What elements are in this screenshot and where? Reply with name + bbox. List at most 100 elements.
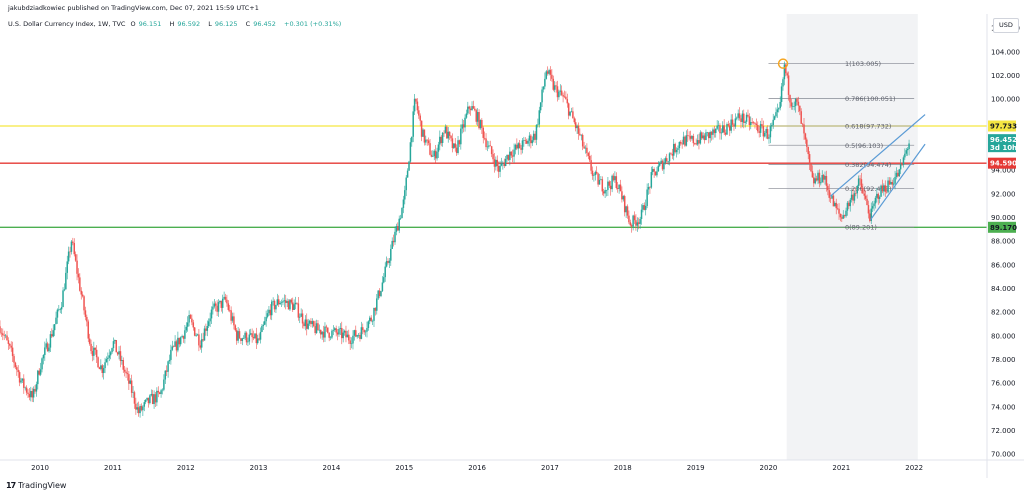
candle-body bbox=[443, 132, 445, 134]
candle-body bbox=[787, 75, 790, 95]
channel-lower-line[interactable] bbox=[869, 143, 926, 221]
price-tick-label: 86.000 bbox=[991, 261, 1016, 269]
candle-body bbox=[887, 180, 889, 193]
fib-level-label: 0(89.201) bbox=[845, 223, 877, 231]
candle-body bbox=[178, 337, 181, 345]
candle-body bbox=[430, 154, 433, 157]
price-tick-label: 94.000 bbox=[991, 167, 1016, 175]
candle-body bbox=[133, 392, 136, 404]
candle-body bbox=[48, 347, 50, 352]
symbol-legend[interactable]: U.S. Dollar Currency Index, 1W, TVC O 96.… bbox=[8, 20, 344, 28]
candle-body bbox=[56, 309, 59, 318]
candle-body bbox=[803, 124, 805, 134]
candle-body bbox=[829, 197, 832, 199]
candle-body bbox=[437, 144, 440, 152]
candle-body bbox=[799, 105, 801, 112]
symbol-name[interactable]: U.S. Dollar Currency Index, 1W, TVC bbox=[8, 20, 126, 28]
time-axis[interactable]: 2010 2011 2012 2013 2014 2015 2016 2017 2018 2019… bbox=[31, 464, 923, 472]
candle-body bbox=[671, 153, 674, 156]
candle-body bbox=[672, 143, 675, 156]
candle-body bbox=[460, 128, 462, 145]
candle-body bbox=[440, 136, 442, 144]
candle-body bbox=[426, 139, 428, 141]
candle-body bbox=[783, 64, 786, 80]
candle-body bbox=[436, 151, 438, 159]
price-axis[interactable]: 70.000 72.000 74.000 76.000 78.000 80.000 82.0… bbox=[991, 25, 1020, 459]
candle-body bbox=[531, 140, 534, 144]
candle-body bbox=[213, 303, 216, 307]
candle-body bbox=[356, 335, 358, 337]
highlight-region bbox=[786, 14, 918, 460]
candle-body bbox=[255, 333, 258, 344]
candle-body bbox=[191, 318, 193, 323]
candle-body bbox=[25, 387, 28, 393]
candle-body bbox=[332, 330, 335, 331]
candle-body bbox=[722, 125, 724, 133]
candle-body bbox=[223, 296, 225, 299]
candle-body bbox=[209, 318, 211, 322]
candle-body bbox=[335, 328, 337, 333]
candle-body bbox=[252, 336, 255, 339]
channel-lines[interactable] bbox=[829, 114, 926, 221]
candle-body bbox=[738, 113, 741, 119]
candle-body bbox=[224, 296, 227, 300]
candle-body bbox=[688, 135, 690, 137]
candle-body bbox=[219, 300, 221, 303]
candle-body bbox=[297, 303, 300, 318]
candle-body bbox=[367, 321, 370, 328]
candle-body bbox=[447, 131, 449, 139]
candle-body bbox=[894, 177, 896, 184]
candle-body bbox=[733, 124, 735, 127]
candle-body bbox=[360, 327, 363, 339]
candle-body bbox=[852, 194, 854, 201]
candle-body bbox=[817, 172, 819, 181]
candle-body bbox=[640, 209, 643, 219]
candle-body bbox=[657, 165, 660, 172]
candle-body bbox=[527, 140, 529, 144]
candle-body bbox=[359, 335, 361, 339]
footer-brand[interactable]: 17 TradingView bbox=[6, 481, 66, 490]
candle-body bbox=[126, 373, 129, 375]
candle-body bbox=[391, 240, 393, 249]
candle-body bbox=[715, 128, 717, 134]
currency-button[interactable]: USD bbox=[993, 18, 1019, 33]
candle-body bbox=[72, 241, 74, 243]
candle-body bbox=[4, 335, 7, 337]
top-marker[interactable] bbox=[777, 58, 789, 69]
candle-body bbox=[591, 170, 594, 176]
price-tick-label: 76.000 bbox=[991, 380, 1016, 388]
candle-body bbox=[387, 261, 389, 263]
candle-body bbox=[649, 187, 651, 188]
fibonacci-retracement[interactable]: 1(103.005) 0.786(100.051) 0.618(97.732) 0.5… bbox=[768, 60, 915, 231]
candle-body bbox=[518, 143, 521, 149]
candle-body bbox=[794, 98, 797, 107]
fib-level-label: 0.382(94.474) bbox=[845, 161, 891, 169]
candle-body bbox=[327, 327, 329, 333]
candle-body bbox=[175, 341, 178, 351]
channel-upper-line[interactable] bbox=[829, 114, 926, 197]
candle-body bbox=[325, 326, 328, 328]
price-tick-label: 104.000 bbox=[991, 48, 1020, 56]
candle-body bbox=[684, 136, 686, 146]
candle-body bbox=[588, 155, 591, 161]
candle-body bbox=[31, 390, 33, 398]
candle-body bbox=[626, 206, 629, 216]
candle-body bbox=[703, 135, 706, 141]
candle-body bbox=[258, 338, 260, 340]
candle-body bbox=[291, 302, 294, 310]
candle-body bbox=[785, 64, 787, 74]
candle-body bbox=[216, 305, 218, 312]
candle-body bbox=[108, 355, 111, 358]
candle-body bbox=[434, 150, 437, 159]
fib-level-label: 0.786(100.051) bbox=[845, 95, 896, 103]
candle-body bbox=[266, 313, 269, 317]
candle-body bbox=[744, 121, 746, 123]
top-marker-circle[interactable] bbox=[777, 58, 789, 69]
candle-body bbox=[135, 403, 137, 410]
candle-body bbox=[716, 125, 718, 129]
candle-body bbox=[188, 315, 190, 323]
tradingview-logo-icon: 17 bbox=[6, 481, 16, 490]
candle-body bbox=[899, 163, 902, 170]
candle-body bbox=[207, 321, 210, 327]
